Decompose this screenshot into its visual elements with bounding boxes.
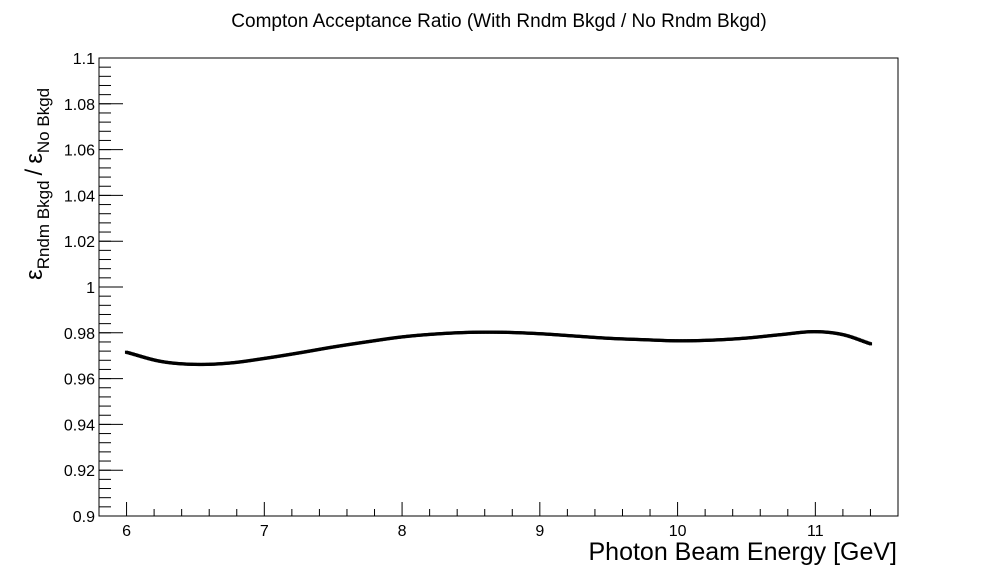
y-axis: 0.9 0.92 0.94 0.96 0.98 1 1.02 1.04 1.06 1.08 1.1 (64, 51, 123, 526)
x-axis: 6 7 8 9 10 11 (98, 502, 899, 540)
y-tick-label: 0.92 (64, 463, 95, 480)
x-tick-label: 10 (669, 523, 687, 540)
data-series (124, 330, 873, 367)
y-tick-label: 1.02 (64, 234, 95, 251)
y-tick-label: 1.04 (64, 188, 95, 205)
x-axis-label: Photon Beam Energy [GeV] (588, 538, 897, 566)
y-tick-label: 1.06 (64, 143, 95, 160)
x-tick-label: 8 (398, 523, 407, 540)
y-tick-label: 1 (86, 280, 95, 297)
x-tick-label: 9 (535, 523, 544, 540)
y-tick-label: 0.96 (64, 372, 95, 389)
y-tick-label: 1.1 (73, 51, 95, 68)
x-tick-label: 6 (122, 523, 131, 540)
y-axis-label: εRndm Bkgd/εNo Bkgd (21, 88, 53, 280)
plot-frame (98, 57, 899, 517)
data-point (868, 342, 873, 346)
x-tick-label: 11 (807, 523, 824, 540)
x-tick-label: 7 (260, 523, 269, 540)
y-tick-label: 1.08 (64, 97, 95, 114)
chart-title: Compton Acceptance Ratio (With Rndm Bkgd… (231, 11, 766, 32)
y-tick-label: 0.94 (64, 417, 95, 434)
y-tick-label: 0.9 (73, 509, 95, 526)
y-tick-label: 0.98 (64, 326, 95, 343)
